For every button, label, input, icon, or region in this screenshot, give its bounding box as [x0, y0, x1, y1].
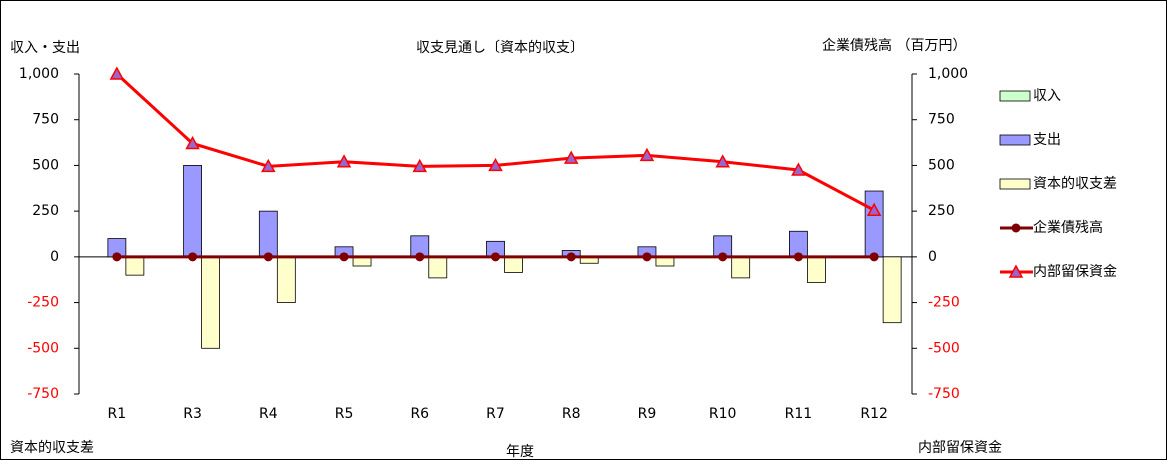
line-marker	[491, 252, 500, 262]
y-axis-title: 収入・支出	[10, 40, 80, 56]
line-marker	[563, 150, 579, 164]
y-tick-label: 750	[32, 112, 59, 128]
bar	[276, 256, 296, 303]
annotation: 資本的収支差	[10, 440, 94, 456]
line-marker	[642, 252, 652, 262]
legend-swatch	[999, 178, 1031, 190]
line-marker	[109, 66, 125, 80]
line-marker	[415, 252, 425, 262]
x-tick-label: R1	[108, 406, 127, 422]
legend-label: 資本的収支差	[1033, 176, 1117, 192]
line-marker	[188, 252, 198, 262]
y2-tick-label: 1,000	[928, 66, 968, 82]
x-tick-label: R8	[562, 406, 581, 422]
y-tick-label: -750	[27, 386, 59, 402]
line-marker	[718, 252, 728, 262]
y2-tick-label: -250	[928, 295, 960, 311]
x-axis-title: 年度	[506, 444, 534, 460]
bar	[183, 165, 202, 258]
legend-label: 支出	[1033, 132, 1061, 148]
x-tick-label: R9	[638, 406, 657, 422]
legend-label: 収入	[1033, 88, 1061, 104]
y2-tick-label: 750	[928, 112, 955, 128]
bar	[882, 256, 902, 324]
bar	[807, 256, 826, 283]
x-tick-label: R3	[183, 406, 202, 422]
y2-axis-title: 企業債残高 （百万円）	[822, 37, 966, 54]
line-marker	[185, 135, 200, 150]
annotation: 内部留保資金	[918, 440, 1002, 456]
chart-title: 収支見通し〔資本的収支〕	[416, 40, 584, 56]
y-tick-label: 1,000	[19, 66, 59, 82]
line-marker	[866, 202, 882, 216]
bar	[864, 190, 884, 258]
line-marker	[566, 252, 576, 262]
bar	[258, 210, 278, 258]
legend-marker	[1011, 223, 1021, 233]
y-tick-label: 250	[32, 203, 59, 219]
line-marker	[639, 147, 655, 162]
x-tick-label: R12	[860, 406, 888, 422]
bar	[731, 256, 751, 279]
line-marker	[339, 252, 349, 262]
legend-label: 内部留保資金	[1033, 264, 1117, 280]
legend-swatch	[999, 90, 1031, 102]
legend-label: 企業債残高	[1033, 219, 1103, 236]
line-marker	[488, 157, 503, 172]
x-tick-label: R7	[486, 406, 505, 422]
line-marker	[791, 162, 806, 176]
line-marker	[412, 158, 428, 173]
x-tick-label: R5	[335, 406, 354, 422]
y2-tick-label: 0	[928, 249, 937, 265]
bar	[125, 256, 145, 276]
line-marker	[263, 252, 273, 262]
bar	[428, 256, 448, 279]
y-tick-label: -500	[27, 340, 59, 356]
legend-swatch	[999, 134, 1031, 146]
y-tick-label: 0	[50, 249, 59, 265]
bar	[201, 256, 220, 349]
x-tick-label: R6	[410, 406, 429, 422]
line-marker	[715, 154, 730, 168]
line-marker	[793, 252, 803, 262]
x-tick-label: R4	[259, 406, 278, 422]
y-tick-label: 500	[32, 157, 59, 173]
bar	[504, 256, 523, 273]
line-marker	[869, 252, 879, 262]
y2-tick-label: 500	[928, 157, 955, 173]
legend-marker	[1008, 264, 1024, 278]
x-tick-label: R10	[709, 406, 737, 422]
line-marker	[261, 158, 276, 173]
y2-tick-label: -500	[928, 340, 960, 356]
x-tick-label: R11	[785, 406, 813, 422]
line-marker	[336, 154, 352, 168]
y2-tick-label: -750	[928, 386, 960, 402]
y2-tick-label: 250	[928, 203, 955, 219]
line-marker	[112, 252, 122, 262]
y-tick-label: -250	[27, 295, 59, 311]
